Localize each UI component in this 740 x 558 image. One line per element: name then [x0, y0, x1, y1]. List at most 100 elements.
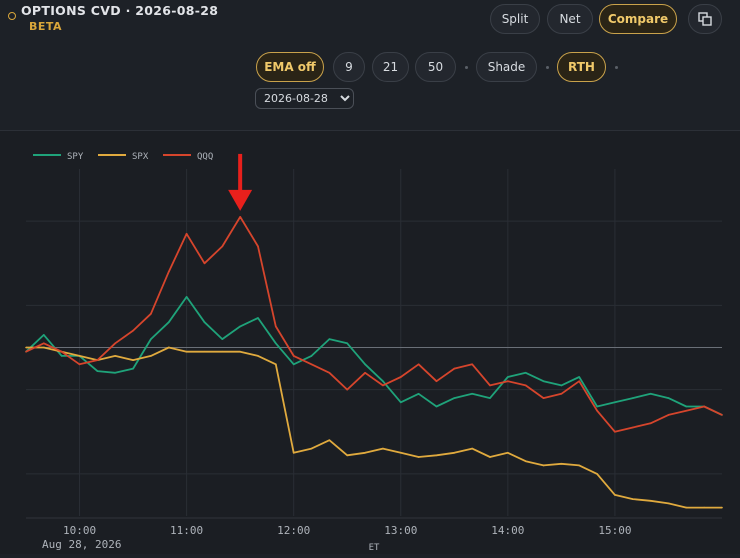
data-point-qqq	[257, 245, 259, 248]
data-point-spy	[578, 376, 581, 378]
data-point-spx	[560, 462, 563, 465]
data-point-spx	[43, 346, 45, 349]
data-point-spx	[703, 506, 705, 509]
data-point-spx	[185, 350, 188, 353]
compare-button[interactable]: Compare	[599, 4, 677, 34]
data-point-spy	[399, 401, 402, 404]
shade-button[interactable]: Shade	[476, 52, 537, 82]
legend-label-spx: SPX	[132, 152, 149, 162]
date-select[interactable]: 2026-08-28	[255, 88, 354, 109]
ema-21-button[interactable]: 21	[372, 52, 409, 82]
data-point-spx	[596, 473, 598, 475]
data-point-qqq	[542, 397, 545, 399]
data-point-qqq	[78, 363, 81, 366]
x-tick-label: 15:00	[598, 524, 631, 537]
data-point-spx	[453, 452, 456, 454]
header: OPTIONS CVD · 2026-08-28 BETA Split Net …	[0, 0, 740, 130]
data-point-qqq	[310, 363, 313, 366]
data-point-spx	[239, 350, 241, 353]
ema-50-button[interactable]: 50	[415, 52, 456, 82]
data-point-spx	[542, 464, 545, 467]
data-point-qqq	[25, 350, 27, 353]
data-point-spx	[417, 456, 420, 458]
data-point-spy	[221, 338, 224, 340]
data-point-spy	[203, 321, 206, 324]
data-point-spx	[507, 452, 509, 454]
x-tick-label: 11:00	[170, 524, 203, 537]
data-point-spy	[96, 370, 99, 372]
data-point-spx	[132, 359, 134, 361]
data-point-spx	[328, 439, 331, 441]
data-point-spy	[382, 380, 384, 382]
data-point-spx	[203, 350, 206, 353]
copy-icon[interactable]	[688, 4, 722, 34]
data-point-qqq	[328, 371, 331, 374]
data-point-qqq	[489, 384, 491, 387]
rth-button[interactable]: RTH	[557, 52, 606, 82]
data-point-qqq	[382, 384, 384, 387]
series-line-spy	[25, 295, 723, 416]
data-point-spx	[78, 355, 81, 357]
annotation-arrow-head	[228, 189, 253, 211]
data-point-spy	[596, 405, 598, 408]
data-point-qqq	[167, 270, 170, 273]
series-line-qqq	[25, 216, 723, 433]
data-point-spy	[507, 376, 509, 378]
data-point-qqq	[43, 342, 45, 345]
data-point-spx	[382, 447, 384, 450]
chart-panel: 10:00 11:00 12:00 13:00 14:00 15:00 Aug 28, 20…	[0, 130, 740, 554]
data-point-qqq	[507, 380, 509, 382]
data-point-qqq	[667, 414, 670, 416]
page-title: OPTIONS CVD · 2026-08-28	[21, 3, 219, 18]
data-point-qqq	[721, 414, 723, 416]
legend-label-qqq: QQQ	[197, 152, 213, 162]
ema-toggle-button[interactable]: EMA off	[256, 52, 324, 82]
data-point-spy	[150, 338, 152, 340]
data-point-spy	[43, 334, 45, 336]
data-point-spx	[310, 447, 313, 450]
data-point-qqq	[239, 216, 241, 218]
data-point-spx	[649, 500, 652, 502]
data-point-qqq	[685, 409, 688, 412]
net-button[interactable]: Net	[547, 4, 593, 34]
separator-dot	[465, 66, 468, 69]
data-point-spx	[167, 346, 170, 349]
data-point-qqq	[185, 232, 188, 235]
series-line-spx	[26, 346, 722, 509]
data-point-spy	[542, 380, 545, 382]
data-point-spy	[328, 338, 331, 340]
ema-9-button[interactable]: 9	[333, 52, 365, 82]
data-point-spy	[292, 363, 295, 366]
x-axis-label: ET	[369, 543, 380, 553]
data-point-spx	[524, 460, 527, 463]
data-point-qqq	[221, 245, 224, 248]
status-indicator	[8, 12, 16, 20]
data-point-spx	[471, 447, 473, 450]
data-point-qqq	[96, 359, 99, 361]
beta-badge: BETA	[29, 20, 63, 33]
x-tick-label: 12:00	[277, 524, 310, 537]
data-point-spy	[132, 367, 134, 370]
data-point-spx	[25, 346, 27, 349]
data-point-spy	[239, 325, 241, 328]
data-point-qqq	[596, 409, 598, 412]
data-point-spx	[578, 464, 581, 467]
data-point-spy	[667, 397, 670, 399]
data-point-spx	[346, 454, 349, 457]
data-point-qqq	[346, 388, 349, 391]
data-point-spy	[114, 371, 117, 374]
x-tick-label: 14:00	[491, 524, 524, 537]
x-tick-label: 10:00	[63, 524, 96, 537]
data-point-spy	[364, 363, 366, 366]
data-point-spy	[60, 355, 63, 357]
data-point-spy	[471, 393, 473, 395]
data-point-spy	[489, 397, 491, 399]
copy-glyph	[698, 12, 712, 26]
data-point-spx	[150, 355, 152, 357]
split-button[interactable]: Split	[490, 4, 540, 34]
data-point-spx	[435, 454, 438, 457]
data-point-spx	[114, 355, 117, 357]
cvd-chart[interactable]: 10:00 11:00 12:00 13:00 14:00 15:00 Aug 28, 20…	[0, 131, 740, 554]
data-point-spy	[560, 384, 563, 387]
data-point-spy	[346, 342, 349, 345]
